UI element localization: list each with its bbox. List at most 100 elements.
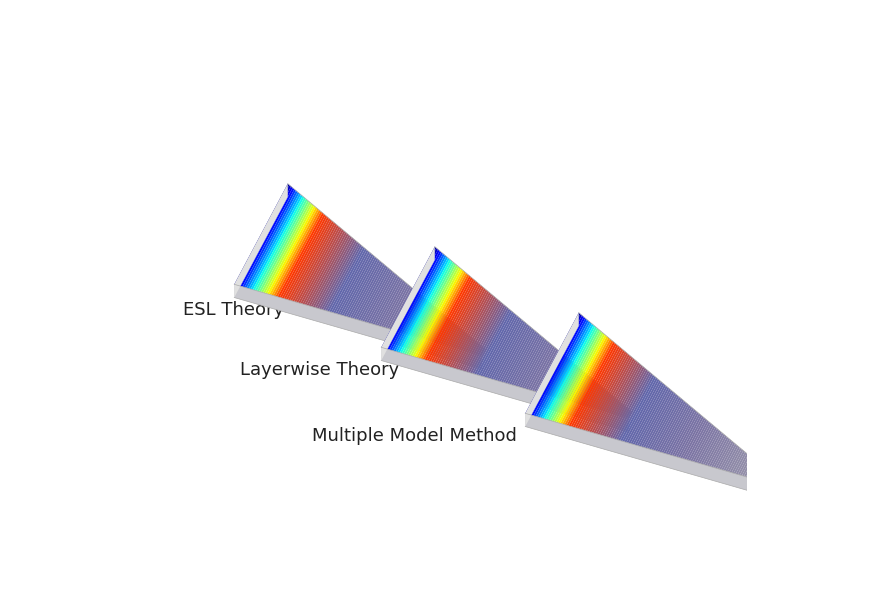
Polygon shape (404, 262, 454, 355)
Polygon shape (614, 372, 651, 439)
Polygon shape (325, 244, 362, 311)
Polygon shape (253, 196, 304, 290)
Polygon shape (439, 285, 483, 365)
Polygon shape (408, 265, 458, 356)
Polygon shape (433, 281, 477, 363)
Polygon shape (505, 329, 536, 383)
Polygon shape (606, 367, 645, 437)
Polygon shape (280, 214, 325, 298)
Polygon shape (461, 335, 470, 350)
Polygon shape (616, 373, 653, 440)
Polygon shape (393, 255, 446, 352)
Polygon shape (627, 411, 632, 418)
Polygon shape (542, 324, 594, 419)
Polygon shape (559, 365, 578, 399)
Polygon shape (342, 256, 375, 316)
Polygon shape (456, 296, 495, 369)
Polygon shape (600, 393, 611, 411)
Polygon shape (562, 337, 610, 425)
Polygon shape (274, 210, 321, 296)
Polygon shape (530, 346, 555, 391)
Polygon shape (587, 385, 601, 407)
Polygon shape (468, 305, 505, 373)
Polygon shape (426, 277, 473, 361)
Polygon shape (707, 434, 725, 466)
Polygon shape (721, 443, 737, 470)
Text: ESL Theory: ESL Theory (183, 301, 284, 319)
Polygon shape (333, 250, 368, 313)
Polygon shape (578, 377, 593, 404)
Text: Multiple Model Method: Multiple Model Method (312, 427, 517, 445)
Polygon shape (497, 324, 528, 381)
Polygon shape (635, 386, 668, 445)
Polygon shape (486, 317, 520, 378)
Polygon shape (402, 260, 453, 354)
Polygon shape (630, 383, 664, 444)
Polygon shape (608, 368, 646, 437)
Polygon shape (288, 220, 333, 301)
Polygon shape (449, 327, 460, 347)
Text: Layerwise Theory: Layerwise Theory (240, 361, 400, 379)
Polygon shape (387, 251, 442, 350)
Polygon shape (552, 361, 573, 397)
Polygon shape (408, 299, 427, 335)
Polygon shape (381, 247, 436, 348)
Polygon shape (477, 310, 512, 375)
Polygon shape (443, 288, 485, 366)
Polygon shape (767, 474, 773, 483)
Polygon shape (389, 287, 413, 329)
Polygon shape (414, 269, 463, 358)
Polygon shape (534, 349, 558, 392)
Polygon shape (771, 477, 776, 484)
Polygon shape (524, 342, 550, 389)
Polygon shape (690, 423, 712, 461)
Polygon shape (453, 295, 494, 368)
Polygon shape (501, 326, 532, 382)
Polygon shape (410, 266, 460, 356)
Polygon shape (665, 406, 692, 454)
Polygon shape (612, 401, 620, 415)
Polygon shape (551, 360, 571, 397)
Polygon shape (761, 470, 768, 482)
Polygon shape (711, 437, 729, 467)
Polygon shape (266, 205, 314, 294)
Polygon shape (654, 398, 682, 451)
Polygon shape (420, 273, 468, 359)
Polygon shape (282, 215, 327, 299)
Polygon shape (249, 193, 301, 289)
Polygon shape (286, 218, 331, 300)
Polygon shape (343, 257, 376, 316)
Polygon shape (331, 248, 367, 313)
Polygon shape (257, 199, 308, 292)
Polygon shape (447, 291, 489, 367)
Polygon shape (379, 280, 405, 326)
Polygon shape (620, 376, 656, 441)
Polygon shape (657, 401, 686, 452)
Polygon shape (272, 208, 319, 296)
Polygon shape (296, 225, 339, 303)
Polygon shape (569, 372, 586, 402)
Polygon shape (376, 279, 403, 326)
Polygon shape (611, 400, 619, 414)
Polygon shape (534, 318, 587, 416)
Polygon shape (304, 230, 345, 305)
Polygon shape (400, 259, 451, 353)
Polygon shape (682, 418, 705, 459)
Polygon shape (470, 306, 507, 373)
Polygon shape (608, 398, 618, 413)
Polygon shape (526, 413, 772, 497)
Polygon shape (447, 326, 459, 346)
Polygon shape (476, 345, 482, 354)
Polygon shape (425, 275, 471, 361)
Polygon shape (337, 253, 372, 314)
Polygon shape (383, 283, 408, 328)
Polygon shape (731, 451, 745, 473)
Polygon shape (267, 206, 316, 295)
Polygon shape (752, 464, 762, 479)
Polygon shape (591, 357, 633, 433)
Polygon shape (579, 379, 595, 405)
Polygon shape (385, 250, 440, 349)
Polygon shape (478, 311, 514, 376)
Polygon shape (453, 330, 464, 348)
Polygon shape (519, 339, 546, 388)
